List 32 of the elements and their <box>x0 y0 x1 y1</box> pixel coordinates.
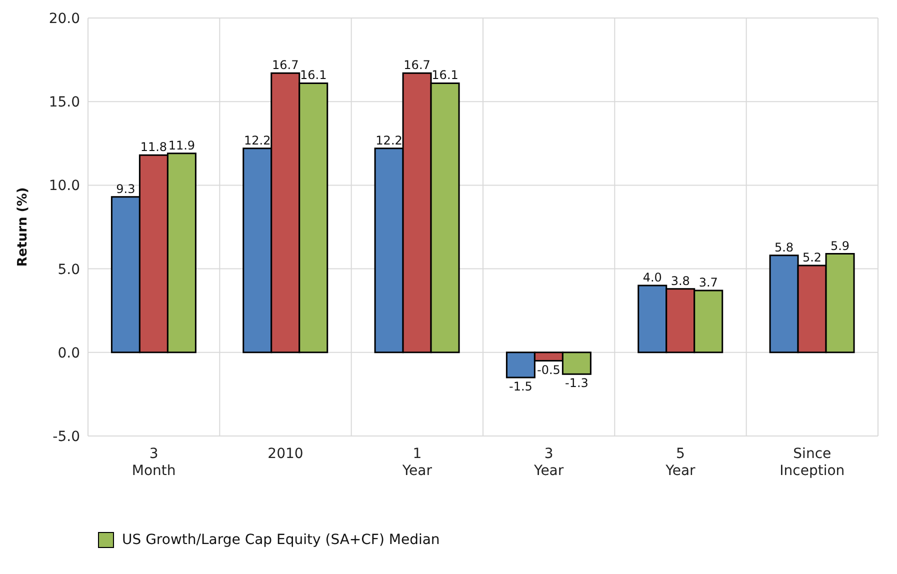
data-label: 5.9 <box>830 238 850 253</box>
y-tick-label: 15.0 <box>48 94 80 111</box>
data-label: 11.9 <box>168 138 196 152</box>
data-label: 12.2 <box>244 133 271 148</box>
data-label: -1.5 <box>508 379 532 394</box>
x-tick-label: 1 Year <box>401 446 432 479</box>
y-axis-title: Return (%) <box>16 187 31 267</box>
y-tick-label: 10.0 <box>48 178 80 194</box>
data-label: 16.7 <box>404 58 430 72</box>
data-label: 3.7 <box>698 276 718 290</box>
data-label: 16.1 <box>300 68 327 82</box>
data-label: 4.0 <box>642 270 662 285</box>
x-tick-label: 2010 <box>268 446 304 462</box>
x-tick-label: 5 Year <box>664 446 696 479</box>
data-label: 11.8 <box>140 140 168 154</box>
data-label: 12.2 <box>376 133 402 148</box>
y-tick-label: 20.0 <box>48 10 80 27</box>
data-label: 16.7 <box>272 58 299 72</box>
data-label: 16.1 <box>432 68 458 82</box>
data-label: 9.3 <box>116 182 136 196</box>
data-label: 3.8 <box>670 274 690 288</box>
data-label: 5.8 <box>774 240 794 254</box>
data-label: -0.5 <box>536 362 560 377</box>
legend-label: US Growth/Large Cap Equity (SA+CF) Median <box>122 532 440 548</box>
data-label: 5.2 <box>802 250 822 264</box>
data-label: -1.3 <box>564 376 588 390</box>
x-tick-label: 3 Year <box>533 446 564 479</box>
x-tick-label: Since Inception <box>780 446 845 479</box>
x-tick-label: 3 Month <box>132 446 176 479</box>
y-tick-label: 0.0 <box>58 345 80 362</box>
y-tick-label: 5.0 <box>58 262 80 278</box>
y-tick-label: -5.0 <box>52 428 80 445</box>
